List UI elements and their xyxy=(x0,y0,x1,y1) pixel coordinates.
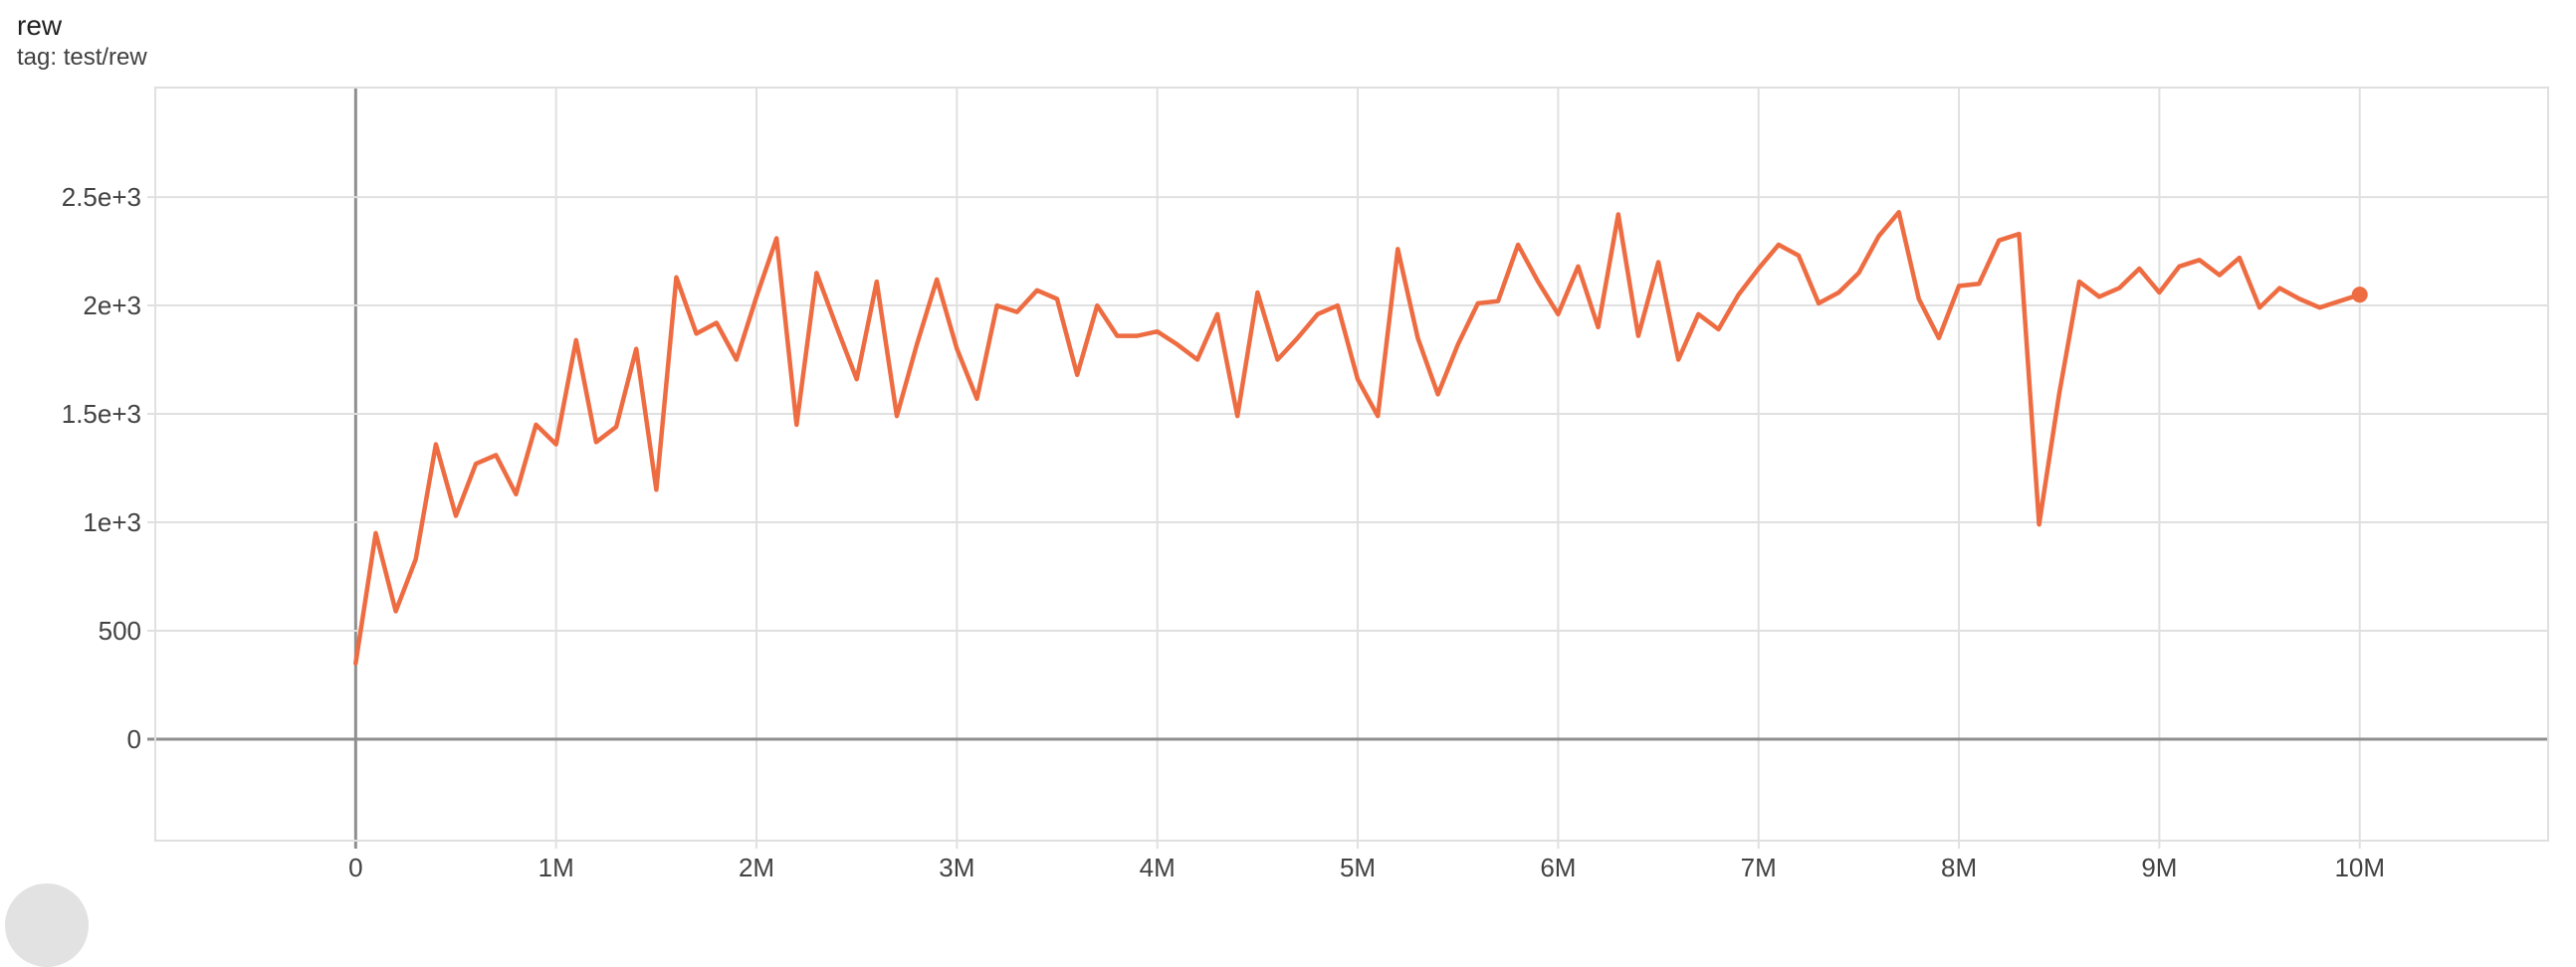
y-tick-label: 500 xyxy=(99,616,141,646)
scalar-chart[interactable]: 0 1M 2M 3M 4M 5M 6M 7M 8M 9M 10M 0 500 1e+3 1.5e+3 2e+3… xyxy=(0,0,2576,895)
x-tick-label: 6M xyxy=(1540,853,1576,882)
y-tick-label: 2.5e+3 xyxy=(62,182,141,212)
x-tick-label: 5M xyxy=(1340,853,1376,882)
y-tick-label: 2e+3 xyxy=(83,290,141,320)
x-tick-label: 1M xyxy=(538,853,574,882)
x-tick-label: 3M xyxy=(939,853,974,882)
series-line-test-rew xyxy=(353,210,2362,666)
x-tick-label: 2M xyxy=(739,853,774,882)
x-tick-label: 7M xyxy=(1741,853,1777,882)
x-tick-label: 4M xyxy=(1140,853,1176,882)
plot-border xyxy=(154,87,2549,842)
chart-tag-subtitle: tag: test/rew xyxy=(17,44,147,71)
chart-header: rew tag: test/rew xyxy=(17,9,147,72)
y-tick-label: 1e+3 xyxy=(83,507,141,537)
series-end-dot xyxy=(2351,287,2368,303)
x-tick-label: 9M xyxy=(2141,853,2177,882)
x-tick-label: 10M xyxy=(2334,853,2385,882)
chart-title: rew xyxy=(17,10,63,41)
y-tick-label: 1.5e+3 xyxy=(62,399,141,429)
y-tick-label: 0 xyxy=(127,724,141,754)
x-tick-label: 0 xyxy=(348,853,362,882)
x-tick-label: 8M xyxy=(1941,853,1977,882)
plot-area[interactable] xyxy=(155,88,2548,841)
corner-fab-button[interactable] xyxy=(5,883,89,967)
